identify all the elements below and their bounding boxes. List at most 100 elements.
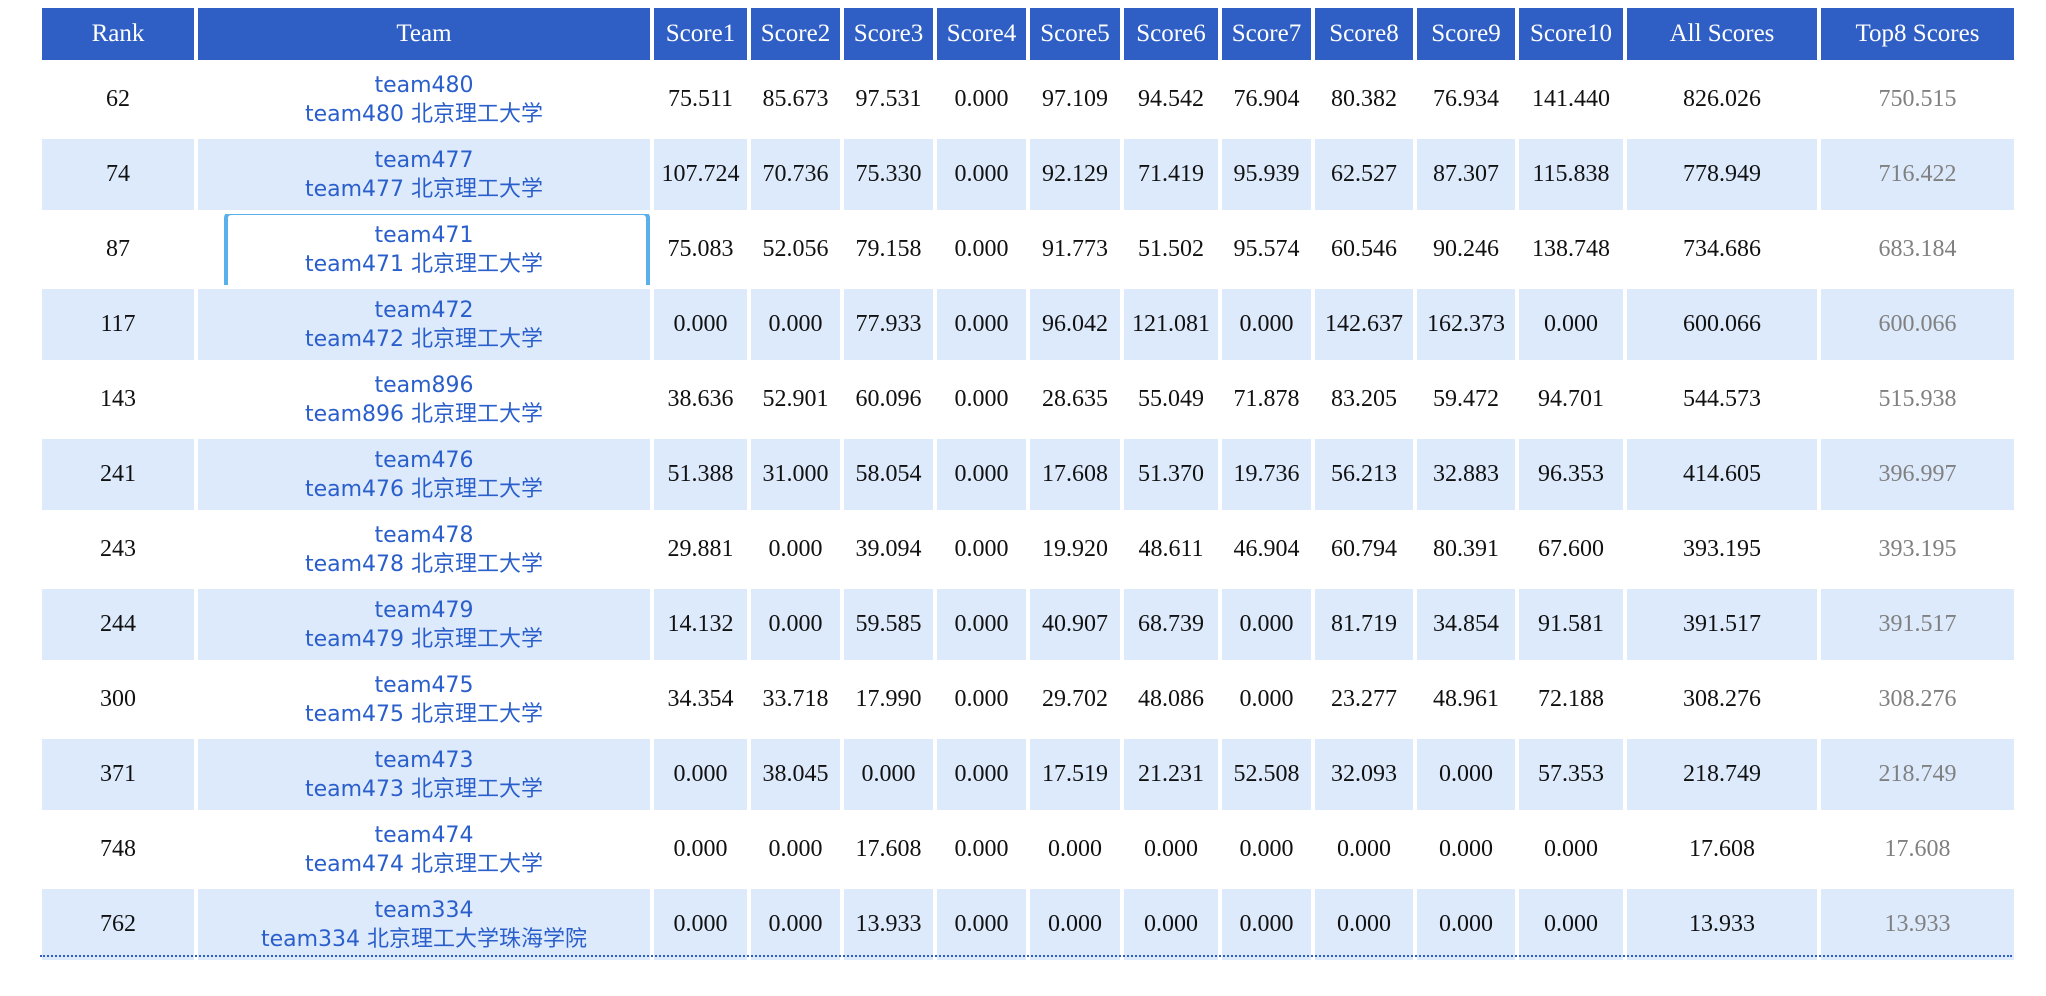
table-row: 243 team478 team478 北京理工大学 29.881 0.000 39.09… [42,514,2014,585]
score2-cell: 0.000 [751,889,840,960]
team-school-link[interactable]: team473 北京理工大学 [304,776,544,802]
team-name-link[interactable]: team479 [374,597,474,623]
score3-cell: 17.608 [844,814,933,885]
score8-cell: 62.527 [1315,139,1413,210]
table-bottom-divider [40,955,2012,957]
column-header-all-scores[interactable]: All Scores [1627,8,1817,60]
score7-cell: 71.878 [1222,364,1311,435]
score2-cell: 0.000 [751,289,840,360]
score7-cell: 0.000 [1222,589,1311,660]
team-school-link[interactable]: team475 北京理工大学 [304,701,544,727]
all-scores-cell: 544.573 [1627,364,1817,435]
team-cell[interactable]: team471 team471 北京理工大学 [198,214,650,285]
column-header-score3[interactable]: Score3 [844,8,933,60]
team-cell[interactable]: team476 team476 北京理工大学 [198,439,650,510]
team-cell[interactable]: team475 team475 北京理工大学 [198,664,650,735]
team-cell[interactable]: team473 team473 北京理工大学 [198,739,650,810]
score2-cell: 0.000 [751,814,840,885]
column-header-rank[interactable]: Rank [42,8,194,60]
column-header-score9[interactable]: Score9 [1417,8,1515,60]
top8-scores-cell: 600.066 [1821,289,2014,360]
score3-cell: 58.054 [844,439,933,510]
score4-cell: 0.000 [937,589,1026,660]
rank-cell: 241 [42,439,194,510]
score8-cell: 23.277 [1315,664,1413,735]
team-cell[interactable]: team480 team480 北京理工大学 [198,64,650,135]
top8-scores-cell: 396.997 [1821,439,2014,510]
team-school-link[interactable]: team478 北京理工大学 [304,551,544,577]
column-header-top8-scores[interactable]: Top8 Scores [1821,8,2014,60]
score4-cell: 0.000 [937,64,1026,135]
score1-cell: 38.636 [654,364,747,435]
team-name-link[interactable]: team471 [374,222,474,248]
all-scores-cell: 414.605 [1627,439,1817,510]
team-name-link[interactable]: team477 [374,147,474,173]
score8-cell: 0.000 [1315,889,1413,960]
team-name-link[interactable]: team480 [374,72,474,98]
team-name-link[interactable]: team478 [374,522,474,548]
team-cell[interactable]: team479 team479 北京理工大学 [198,589,650,660]
all-scores-cell: 734.686 [1627,214,1817,285]
top8-scores-cell: 683.184 [1821,214,2014,285]
column-header-score7[interactable]: Score7 [1222,8,1311,60]
score10-cell: 0.000 [1519,889,1623,960]
team-school-link[interactable]: team480 北京理工大学 [304,101,544,127]
score9-cell: 48.961 [1417,664,1515,735]
rank-cell: 762 [42,889,194,960]
column-header-score1[interactable]: Score1 [654,8,747,60]
team-school-link[interactable]: team334 北京理工大学珠海学院 [260,926,588,952]
score9-cell: 0.000 [1417,889,1515,960]
team-cell[interactable]: team334 team334 北京理工大学珠海学院 [198,889,650,960]
team-school-link[interactable]: team477 北京理工大学 [304,176,544,202]
team-name-link[interactable]: team473 [374,747,474,773]
score2-cell: 70.736 [751,139,840,210]
team-school-link[interactable]: team472 北京理工大学 [304,326,544,352]
all-scores-cell: 308.276 [1627,664,1817,735]
all-scores-cell: 391.517 [1627,589,1817,660]
score10-cell: 141.440 [1519,64,1623,135]
team-cell[interactable]: team896 team896 北京理工大学 [198,364,650,435]
team-school-link[interactable]: team476 北京理工大学 [304,476,544,502]
team-name-link[interactable]: team474 [374,822,474,848]
score3-cell: 17.990 [844,664,933,735]
score2-cell: 31.000 [751,439,840,510]
score5-cell: 0.000 [1030,814,1120,885]
team-cell[interactable]: team472 team472 北京理工大学 [198,289,650,360]
team-name-link[interactable]: team472 [374,297,474,323]
team-cell[interactable]: team477 team477 北京理工大学 [198,139,650,210]
column-header-score10[interactable]: Score10 [1519,8,1623,60]
team-school-link[interactable]: team474 北京理工大学 [304,851,544,877]
column-header-score5[interactable]: Score5 [1030,8,1120,60]
score6-cell: 48.611 [1124,514,1218,585]
rank-cell: 243 [42,514,194,585]
score8-cell: 0.000 [1315,814,1413,885]
score8-cell: 56.213 [1315,439,1413,510]
column-header-team[interactable]: Team [198,8,650,60]
column-header-score4[interactable]: Score4 [937,8,1026,60]
score5-cell: 91.773 [1030,214,1120,285]
column-header-score8[interactable]: Score8 [1315,8,1413,60]
rank-cell: 87 [42,214,194,285]
column-header-score2[interactable]: Score2 [751,8,840,60]
score9-cell: 34.854 [1417,589,1515,660]
score9-cell: 80.391 [1417,514,1515,585]
all-scores-cell: 13.933 [1627,889,1817,960]
team-name-link[interactable]: team334 [374,897,474,923]
team-name-link[interactable]: team896 [374,372,474,398]
score1-cell: 34.354 [654,664,747,735]
all-scores-cell: 393.195 [1627,514,1817,585]
score4-cell: 0.000 [937,139,1026,210]
team-name-link[interactable]: team475 [374,672,474,698]
rank-cell: 74 [42,139,194,210]
team-school-link[interactable]: team471 北京理工大学 [304,251,544,277]
team-cell[interactable]: team474 team474 北京理工大学 [198,814,650,885]
score1-cell: 75.083 [654,214,747,285]
column-header-score6[interactable]: Score6 [1124,8,1218,60]
team-cell[interactable]: team478 team478 北京理工大学 [198,514,650,585]
score10-cell: 72.188 [1519,664,1623,735]
team-school-link[interactable]: team479 北京理工大学 [304,626,544,652]
score6-cell: 0.000 [1124,889,1218,960]
team-name-link[interactable]: team476 [374,447,474,473]
score2-cell: 52.901 [751,364,840,435]
team-school-link[interactable]: team896 北京理工大学 [304,401,544,427]
